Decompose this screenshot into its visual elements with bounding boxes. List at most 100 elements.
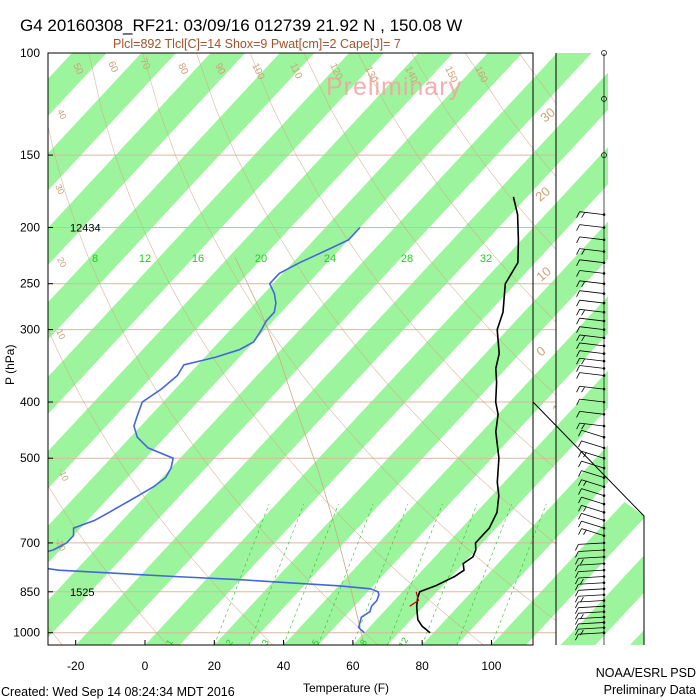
barb-dot	[602, 328, 606, 331]
barb-dot	[602, 435, 606, 439]
barb-feather	[580, 597, 584, 603]
barb-dot	[602, 511, 606, 514]
barb-dot	[602, 344, 606, 348]
barb-dot	[602, 359, 606, 363]
barb-feather	[581, 335, 585, 342]
temperature-tick-label: 100	[481, 659, 501, 673]
wind-barb	[578, 429, 606, 439]
barb-shaft	[578, 627, 605, 630]
isotherm-band	[48, 54, 556, 638]
barb-shaft	[578, 605, 605, 609]
wind-barb	[576, 308, 606, 316]
barb-dot	[602, 292, 606, 295]
barb-feather	[581, 212, 585, 218]
barb-dot	[602, 604, 606, 608]
isotherm-band	[630, 53, 644, 645]
barb-feather	[576, 317, 580, 325]
wind-barb	[576, 299, 606, 307]
temperature-tick-label: 80	[415, 659, 429, 673]
height-labels: 12434 1525	[70, 223, 101, 599]
wind-barb	[575, 568, 606, 578]
barb-shaft	[579, 385, 605, 390]
pressure-tick-label: 200	[20, 221, 40, 235]
isotherm-label: 30	[53, 183, 66, 196]
mixing-ratio-line	[214, 503, 270, 645]
dry-adiabat	[196, 53, 556, 545]
barb-shaft	[579, 398, 605, 403]
barb-feather	[578, 520, 582, 528]
isotherm-label: 70	[137, 57, 152, 72]
mixing-ratio-line	[283, 503, 339, 645]
y-axis-label: P (hPa)	[3, 345, 17, 385]
barb-dot	[602, 413, 606, 416]
barb-feather	[576, 326, 580, 333]
barb-shaft	[579, 342, 605, 347]
barb-feather	[580, 578, 584, 585]
mixing-ratio-label: 16	[192, 253, 204, 265]
barb-feather	[576, 342, 580, 350]
calm-wind-marker	[601, 152, 607, 158]
barb-dot	[602, 534, 606, 537]
barb-dot	[602, 272, 606, 275]
barb-shaft	[579, 372, 605, 376]
barb-dot	[602, 226, 606, 229]
barb-shaft	[578, 576, 605, 579]
parcel-path	[234, 256, 365, 645]
isotherm-band	[48, 53, 384, 415]
wind-barb	[575, 593, 606, 603]
barb-dot	[602, 526, 606, 530]
barb-feather	[575, 590, 579, 597]
barb-dot	[602, 367, 606, 370]
barb-shaft	[579, 299, 605, 304]
barb-shaft	[578, 616, 605, 620]
barb-dot	[602, 555, 606, 559]
wind-barb	[575, 631, 606, 641]
height-label: 12434	[70, 223, 101, 235]
barb-shaft	[578, 556, 605, 559]
wind-barb	[578, 488, 606, 497]
barb-feather	[578, 505, 582, 512]
barb-feather	[575, 601, 579, 609]
barb-shaft	[578, 600, 605, 603]
dry-adiabat	[627, 53, 700, 645]
barb-shaft	[578, 549, 605, 552]
barb-feather	[576, 358, 580, 365]
isotherm-label: 10	[54, 328, 67, 341]
mixing-ratio-label: 1	[164, 638, 175, 647]
barb-dot	[602, 631, 606, 635]
wind-barb	[576, 248, 606, 255]
barb-shaft	[579, 317, 605, 322]
wind-barb	[576, 398, 606, 406]
pressure-tick-label: 400	[20, 395, 40, 409]
barb-feather	[578, 470, 582, 477]
pressure-tick-label: 100	[20, 46, 40, 60]
mixing-ratio-line	[421, 503, 478, 645]
wind-barb	[578, 450, 606, 460]
barb-feather	[578, 451, 582, 458]
barb-feather	[576, 224, 580, 231]
wind-barb	[575, 615, 606, 625]
barb-feather	[576, 365, 580, 372]
barb-feather	[576, 386, 580, 393]
barb-feather	[575, 584, 579, 591]
mixing-ratio-line	[317, 503, 374, 645]
isotherm-band	[283, 352, 556, 645]
barb-dot	[602, 336, 606, 340]
wind-barb	[576, 357, 606, 365]
barb-shaft	[581, 470, 605, 478]
mixing-ratio-label: 12	[397, 636, 411, 650]
dewpoint-line	[48, 226, 380, 634]
wind-barb	[576, 224, 606, 231]
isotherm-band	[48, 53, 454, 489]
mixing-ratio-label: 32	[480, 253, 492, 265]
barb-feather	[576, 236, 580, 244]
plot-frame	[47, 52, 534, 646]
barb-dot	[602, 374, 606, 377]
barb-feather	[583, 506, 587, 512]
pressure-tick-label: 1000	[13, 626, 40, 640]
barb-dot	[602, 502, 606, 506]
barb-feather	[576, 411, 580, 418]
barb-shaft	[578, 611, 605, 614]
barb-shaft	[581, 528, 605, 537]
mixing-ratio-label: 2	[224, 638, 235, 647]
